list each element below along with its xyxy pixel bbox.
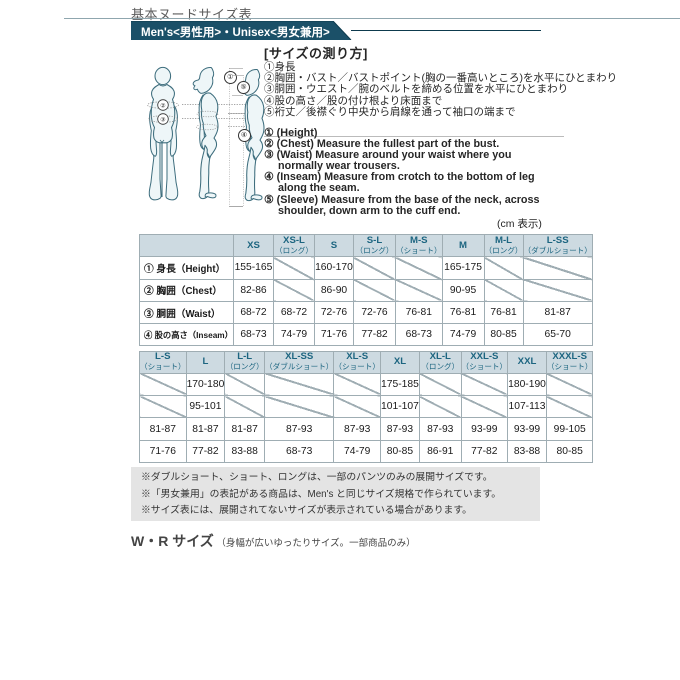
svg-text:②: ②: [160, 103, 165, 110]
svg-text:③: ③: [160, 117, 165, 124]
